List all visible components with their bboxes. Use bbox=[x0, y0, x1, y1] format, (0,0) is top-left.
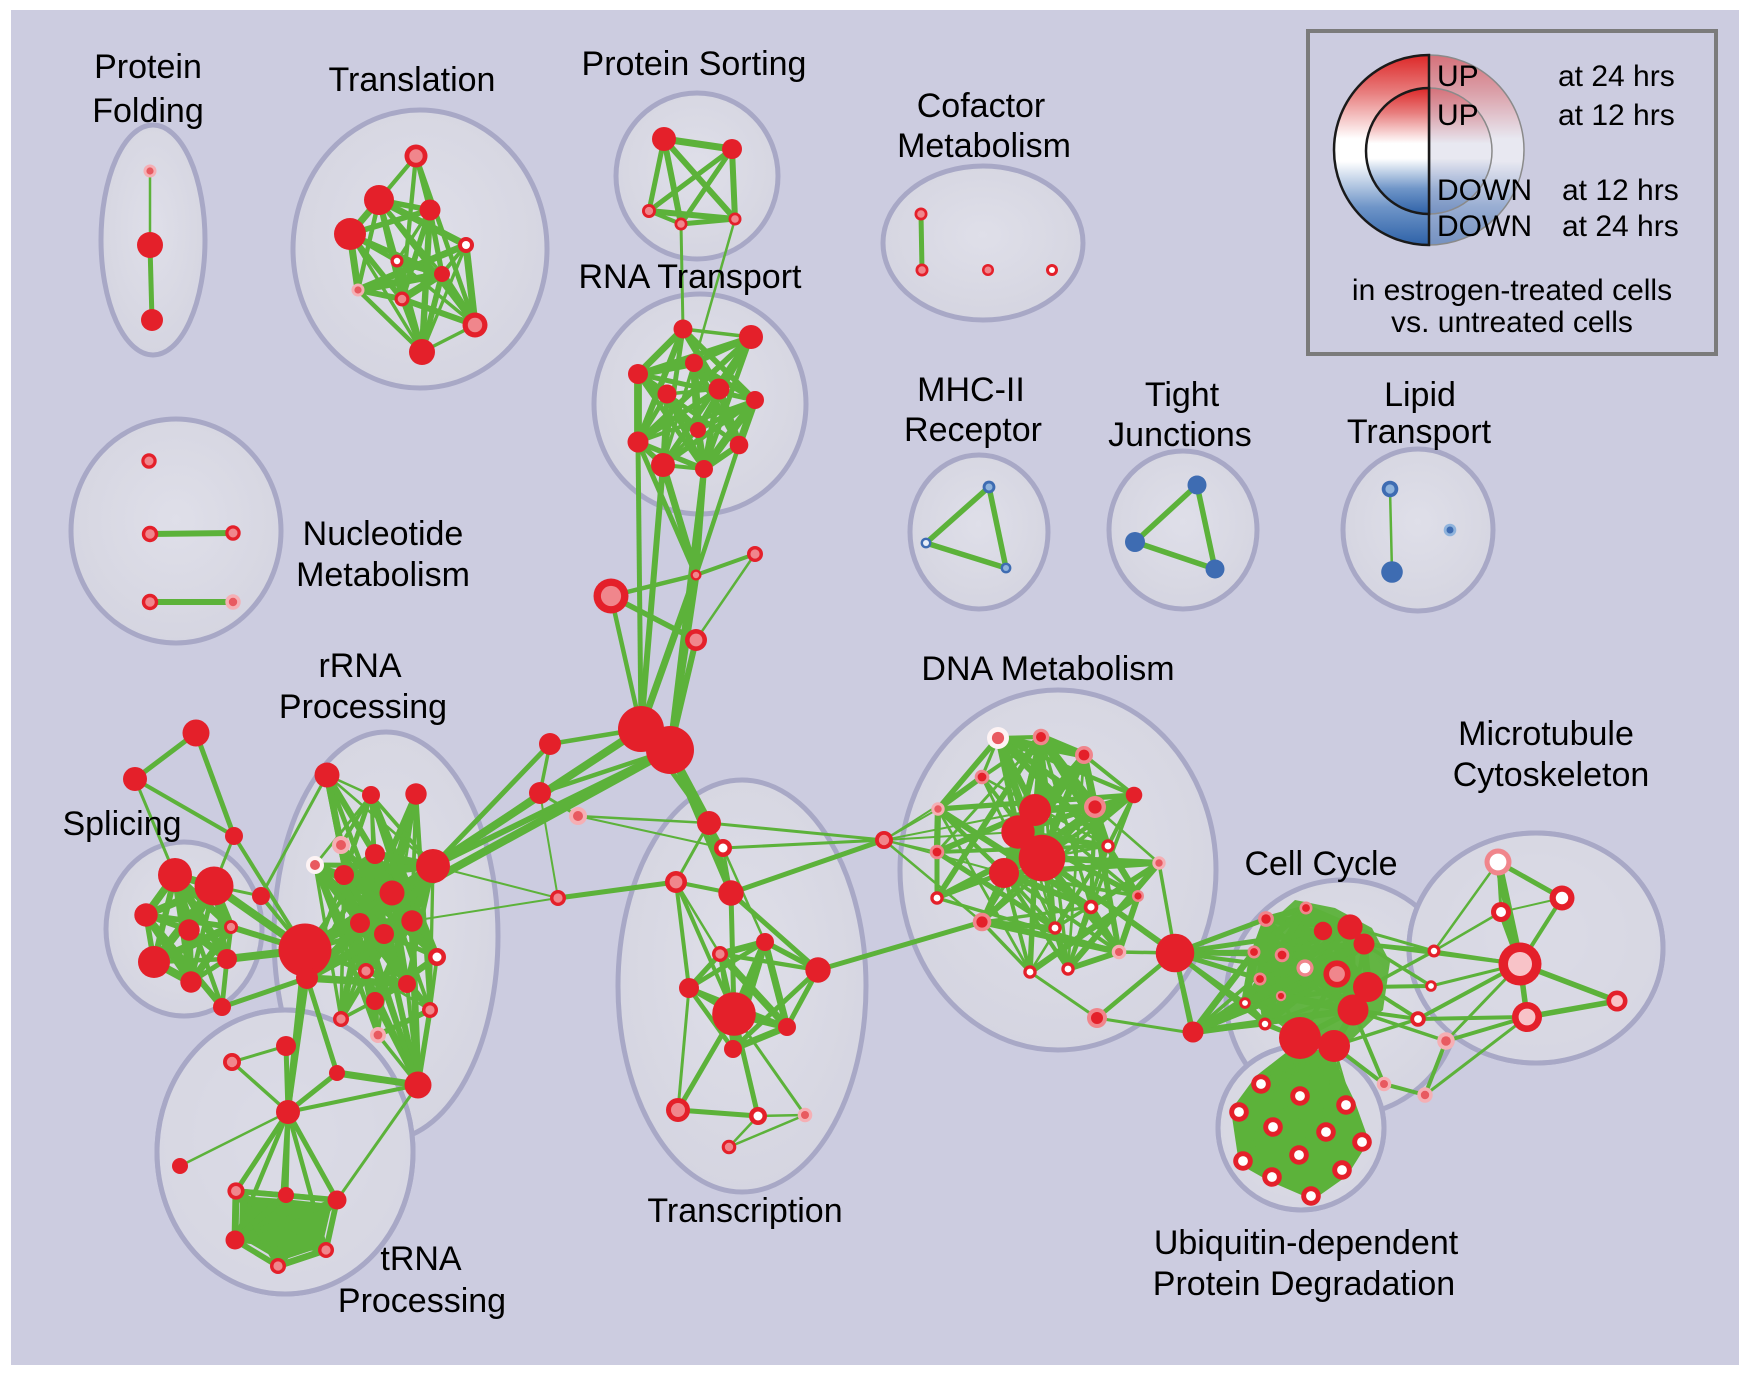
svg-text:rRNA: rRNA bbox=[318, 647, 401, 685]
svg-text:DNA Metabolism: DNA Metabolism bbox=[921, 650, 1174, 688]
svg-text:at 12 hrs: at 12 hrs bbox=[1558, 99, 1675, 132]
svg-text:Cytoskeleton: Cytoskeleton bbox=[1453, 756, 1650, 794]
svg-text:Translation: Translation bbox=[329, 61, 496, 99]
svg-text:Metabolism: Metabolism bbox=[296, 556, 470, 594]
svg-text:Cofactor: Cofactor bbox=[917, 87, 1046, 125]
svg-text:MHC-II: MHC-II bbox=[917, 371, 1025, 409]
svg-text:DOWN: DOWN bbox=[1437, 174, 1532, 207]
svg-text:Protein: Protein bbox=[94, 48, 202, 86]
svg-text:Metabolism: Metabolism bbox=[897, 127, 1071, 165]
svg-text:at 24 hrs: at 24 hrs bbox=[1562, 210, 1679, 243]
svg-text:in estrogen-treated cells: in estrogen-treated cells bbox=[1352, 274, 1672, 307]
svg-text:Cell Cycle: Cell Cycle bbox=[1244, 845, 1397, 883]
svg-text:at 12 hrs: at 12 hrs bbox=[1562, 174, 1679, 207]
svg-text:Processing: Processing bbox=[279, 688, 447, 726]
svg-text:Protein Sorting: Protein Sorting bbox=[582, 45, 807, 83]
svg-text:Nucleotide: Nucleotide bbox=[303, 515, 464, 553]
svg-text:UP: UP bbox=[1437, 60, 1479, 93]
svg-text:Transcription: Transcription bbox=[647, 1192, 842, 1230]
svg-text:RNA Transport: RNA Transport bbox=[579, 258, 803, 296]
svg-text:Lipid: Lipid bbox=[1384, 376, 1456, 414]
svg-text:tRNA: tRNA bbox=[380, 1240, 462, 1278]
svg-text:DOWN: DOWN bbox=[1437, 210, 1532, 243]
svg-text:Junctions: Junctions bbox=[1108, 416, 1252, 454]
svg-text:Transport: Transport bbox=[1347, 413, 1492, 451]
svg-text:Splicing: Splicing bbox=[62, 805, 181, 843]
svg-text:UP: UP bbox=[1437, 99, 1479, 132]
svg-text:at 24 hrs: at 24 hrs bbox=[1558, 60, 1675, 93]
svg-text:Folding: Folding bbox=[92, 92, 204, 130]
svg-text:vs. untreated cells: vs. untreated cells bbox=[1391, 306, 1633, 339]
svg-text:Protein Degradation: Protein Degradation bbox=[1153, 1265, 1455, 1303]
svg-text:Receptor: Receptor bbox=[904, 411, 1042, 449]
svg-text:Processing: Processing bbox=[338, 1282, 506, 1320]
svg-text:Microtubule: Microtubule bbox=[1458, 715, 1634, 753]
svg-text:Tight: Tight bbox=[1145, 376, 1220, 414]
svg-text:Ubiquitin-dependent: Ubiquitin-dependent bbox=[1154, 1224, 1459, 1262]
